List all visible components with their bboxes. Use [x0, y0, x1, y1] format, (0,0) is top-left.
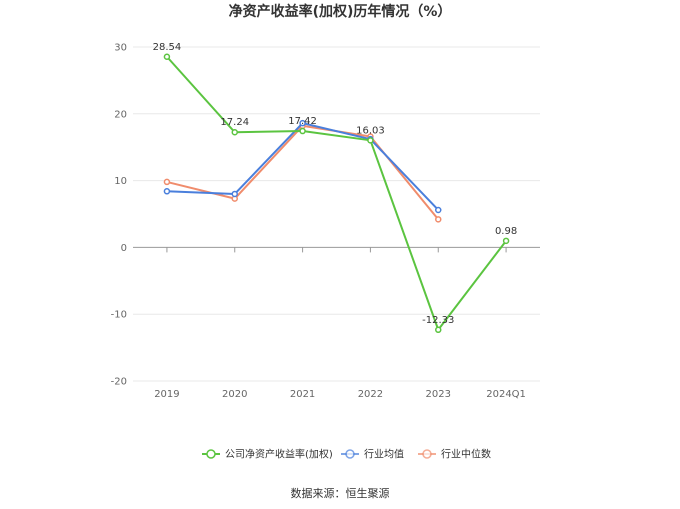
data-point[interactable] — [231, 190, 238, 198]
x-tick-label: 2024Q1 — [486, 389, 526, 400]
legend-item-1[interactable]: 行业均值 — [341, 448, 404, 461]
data-labels: 28.54 17.24 17.42 16.03 -12.33 0.98 — [153, 42, 518, 326]
data-point[interactable] — [163, 188, 171, 195]
y-tick-label: 0 — [121, 243, 127, 254]
series-2 — [163, 122, 442, 223]
legend-label: 公司净资产收益率(加权) — [225, 448, 333, 461]
x-tick-label: 2022 — [358, 389, 383, 400]
data-point[interactable] — [435, 326, 442, 334]
legend-marker — [206, 449, 216, 459]
series-1 — [163, 119, 442, 214]
data-source: 数据来源：恒生聚源 — [291, 486, 390, 500]
grid-lines — [133, 46, 540, 382]
legend[interactable]: 公司净资产收益率(加权) 行业均值 行业中位数 — [202, 448, 491, 461]
data-point[interactable] — [299, 119, 306, 127]
y-tick-label: 20 — [114, 109, 127, 120]
y-tick-label: -20 — [111, 377, 127, 388]
legend-label: 行业中位数 — [441, 448, 491, 461]
y-tick-label: -10 — [111, 310, 127, 321]
series-0 — [163, 53, 510, 334]
legend-marker — [345, 449, 355, 459]
series-layer — [163, 53, 510, 334]
x-tick-label: 2020 — [222, 389, 247, 400]
y-axis: 30 20 10 0 -10 -20 — [111, 43, 127, 388]
series-line — [166, 56, 507, 331]
y-tick-label: 10 — [114, 176, 127, 187]
x-axis: 2019 2020 2021 2022 2023 2024Q1 — [154, 247, 526, 400]
data-point[interactable] — [163, 178, 171, 186]
data-label: 28.54 — [153, 42, 182, 53]
x-tick-label: 2019 — [154, 389, 179, 400]
data-label: 16.03 — [356, 125, 385, 136]
data-label: 0.98 — [495, 226, 517, 237]
data-point[interactable] — [231, 128, 238, 136]
legend-marker — [422, 449, 432, 459]
series-line — [166, 122, 439, 211]
data-point[interactable] — [502, 237, 510, 245]
legend-label: 行业均值 — [364, 448, 404, 461]
data-point[interactable] — [163, 53, 171, 61]
data-label: 17.24 — [220, 117, 249, 128]
y-tick-label: 30 — [114, 43, 127, 54]
chart-title: 净资产收益率(加权)历年情况（%） — [229, 3, 452, 20]
data-point[interactable] — [299, 127, 306, 135]
legend-item-2[interactable]: 行业中位数 — [418, 448, 491, 461]
x-tick-label: 2023 — [426, 389, 451, 400]
data-point[interactable] — [435, 216, 442, 223]
series-line — [166, 124, 440, 220]
data-point[interactable] — [435, 206, 442, 214]
data-point[interactable] — [367, 137, 374, 144]
data-label: 17.42 — [288, 116, 317, 127]
legend-item-0[interactable]: 公司净资产收益率(加权) — [202, 448, 333, 461]
x-tick-label: 2021 — [290, 389, 315, 400]
data-label: -12.33 — [422, 315, 454, 326]
